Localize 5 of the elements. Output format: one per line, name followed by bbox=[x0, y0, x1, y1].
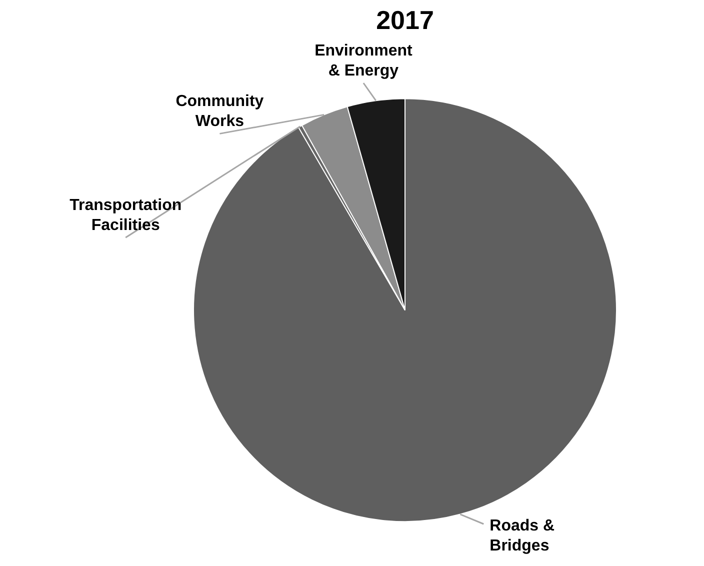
slice-label: Roads & Bridges bbox=[490, 517, 555, 554]
slice-label: Community Works bbox=[176, 93, 264, 130]
chart-title: 2017 bbox=[376, 4, 434, 35]
slice-label: Environment & Energy bbox=[314, 42, 414, 80]
slice-label: Transportation Facilities bbox=[70, 196, 182, 234]
